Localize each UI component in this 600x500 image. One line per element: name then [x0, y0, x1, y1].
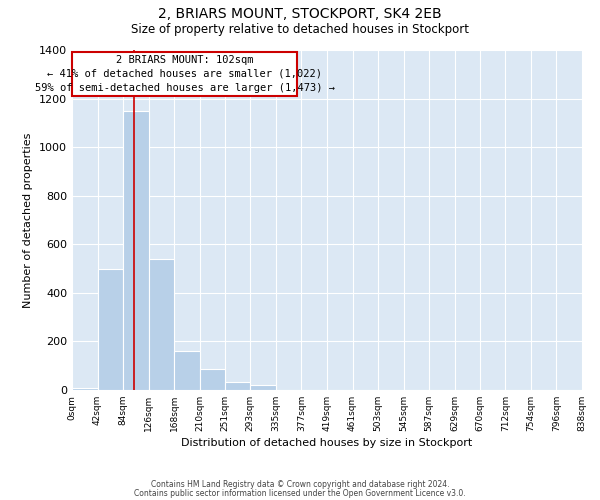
- Bar: [98, 268, 123, 390]
- FancyBboxPatch shape: [72, 52, 297, 96]
- Text: 2 BRIARS MOUNT: 102sqm
← 41% of detached houses are smaller (1,022)
59% of semi-: 2 BRIARS MOUNT: 102sqm ← 41% of detached…: [35, 55, 335, 93]
- Text: 2, BRIARS MOUNT, STOCKPORT, SK4 2EB: 2, BRIARS MOUNT, STOCKPORT, SK4 2EB: [158, 8, 442, 22]
- X-axis label: Distribution of detached houses by size in Stockport: Distribution of detached houses by size …: [181, 438, 473, 448]
- Bar: [225, 382, 250, 390]
- Bar: [174, 351, 200, 390]
- Y-axis label: Number of detached properties: Number of detached properties: [23, 132, 34, 308]
- Text: Size of property relative to detached houses in Stockport: Size of property relative to detached ho…: [131, 22, 469, 36]
- Bar: [149, 259, 174, 390]
- Bar: [250, 385, 276, 390]
- Text: Contains HM Land Registry data © Crown copyright and database right 2024.: Contains HM Land Registry data © Crown c…: [151, 480, 449, 489]
- Bar: [200, 370, 225, 390]
- Bar: [72, 388, 98, 390]
- Bar: [123, 110, 149, 390]
- Text: Contains public sector information licensed under the Open Government Licence v3: Contains public sector information licen…: [134, 488, 466, 498]
